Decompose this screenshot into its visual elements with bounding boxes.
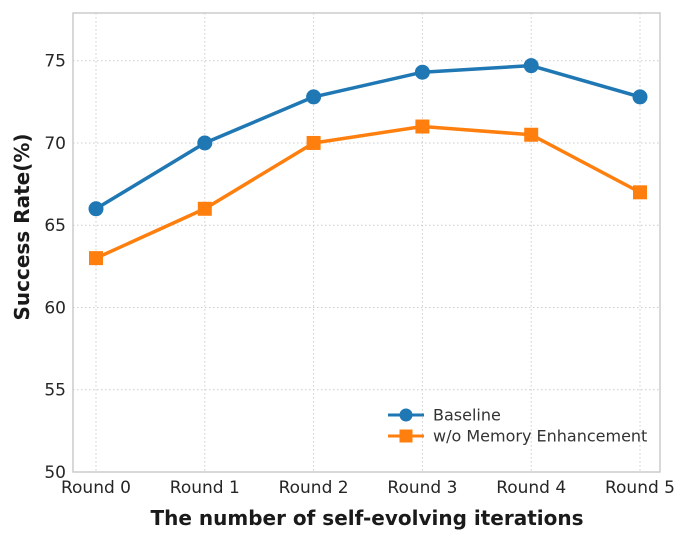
legend-marker-square-icon: [399, 429, 413, 443]
y-tick-label: 50: [44, 463, 66, 483]
data-point: [415, 119, 430, 134]
x-tick-label: Round 2: [279, 478, 349, 498]
data-point: [197, 135, 213, 151]
data-point: [88, 201, 104, 217]
data-point: [89, 251, 103, 266]
y-tick-label: 65: [44, 216, 66, 236]
legend-label: w/o Memory Enhancement: [433, 427, 647, 446]
legend-label: Baseline: [433, 406, 501, 425]
data-point: [306, 135, 321, 150]
y-axis-title: Success Rate(%): [10, 133, 34, 321]
x-tick-label: Round 5: [605, 478, 675, 498]
legend-marker-circle-icon: [399, 408, 413, 422]
y-tick-label: 75: [44, 52, 66, 72]
series-line-baseline: [94, 63, 642, 211]
data-point: [197, 201, 212, 216]
x-axis-title: The number of self-evolving iterations: [150, 506, 584, 530]
plot-border: [72, 12, 661, 473]
x-tick-label: Round 0: [61, 478, 131, 498]
data-point: [306, 89, 322, 105]
data-point: [632, 89, 648, 105]
data-point: [414, 64, 430, 80]
data-point: [523, 58, 539, 74]
data-point: [524, 127, 539, 142]
data-point: [633, 185, 647, 200]
series-line-w-o-memory-enhancement: [94, 124, 642, 260]
x-tick-label: Round 4: [496, 478, 566, 498]
y-tick-label: 60: [44, 298, 66, 318]
y-tick-label: 55: [44, 381, 66, 401]
x-tick-label: Round 1: [170, 478, 240, 498]
x-tick-label: Round 3: [387, 478, 457, 498]
y-tick-label: 70: [44, 134, 66, 154]
